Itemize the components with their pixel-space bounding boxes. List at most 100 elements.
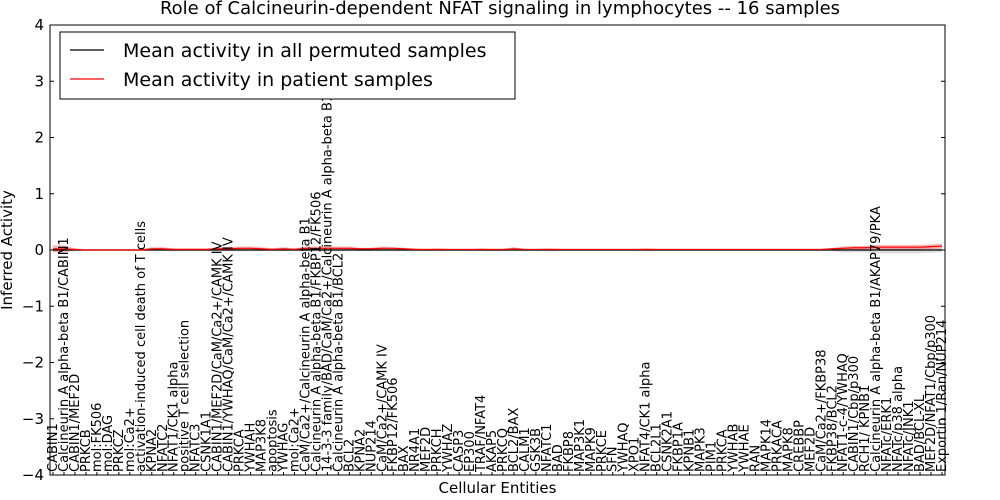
category-label: CALM1 <box>518 427 533 472</box>
category-label: MEF2D <box>419 427 434 472</box>
category-label: MAPK8 <box>781 427 796 472</box>
category-label: PRKCZ <box>112 429 127 472</box>
y-tick-label: 1 <box>34 185 44 203</box>
category-label: Exportin 1/Ran/NUP214 <box>935 320 950 472</box>
category-label: BAD <box>551 444 566 472</box>
category-label: Calcineurin A alpha-beta B1/FKBP12/FK506 <box>309 192 324 472</box>
category-label: PRKCE <box>595 430 610 472</box>
category-label: KPNB1 <box>683 429 698 472</box>
category-label: BCL2/BAX <box>507 408 522 472</box>
category-label: mol:Ca2+ <box>287 407 302 472</box>
category-label: YWHAG <box>276 423 291 473</box>
legend-label-2: Mean activity in patient samples <box>123 69 433 91</box>
category-label: MAP3K8 <box>255 419 270 472</box>
category-label: PRKCB <box>79 429 94 472</box>
category-label: CABIN1/MEF2D <box>68 374 83 472</box>
category-label: NFATC2 <box>156 424 171 472</box>
category-label: PRKCQ <box>496 428 511 472</box>
y-tick-label: −1 <box>22 297 44 315</box>
category-label: KPNA2 <box>353 429 368 472</box>
category-label: NR4A1 <box>408 428 423 472</box>
category-label: CaM/Ca2+/Calcineurin A alpha-beta B1 <box>298 217 313 472</box>
y-tick-label: 0 <box>34 241 44 259</box>
category-label: YWHAE <box>737 424 752 473</box>
category-label: mol:Ca2+ <box>123 407 138 472</box>
category-label: NFATc/ERK1 <box>880 397 895 472</box>
category-label: MAPK3 <box>694 427 709 472</box>
category-label: SFN <box>606 447 621 472</box>
category-label: MEF2D/NFAT1/Cbp/p300 <box>924 315 939 472</box>
category-label: KPNA2 <box>145 429 160 472</box>
category-label: MAP3K1 <box>573 419 588 472</box>
category-label: CSNK2A1 <box>661 411 676 472</box>
legend: Mean activity in all permuted samples Mea… <box>59 31 516 100</box>
category-label: PRKCA <box>715 429 730 472</box>
category-label: YWHAH <box>244 423 259 473</box>
category-label: FKBP8 <box>562 431 577 472</box>
category-label: XPO1 <box>628 437 643 472</box>
category-label: CASP3 <box>452 430 467 472</box>
y-tick-label: 3 <box>34 72 44 90</box>
category-label: Calcineurin A alpha-beta B1/AKAP79/PKA <box>869 206 884 472</box>
category-label: CABIN1/Cbp/p300 <box>847 356 862 472</box>
category-label: AKAP5 <box>485 430 500 472</box>
category-label: RCH1/ KPNB1 <box>858 385 873 472</box>
category-label: YWHAB <box>726 424 741 473</box>
category-label: CSNK1A1 <box>200 411 215 472</box>
category-label: PRKCH <box>430 428 445 472</box>
category-label: apoptosis <box>266 409 281 472</box>
category-label: positive T cell selection <box>178 320 193 472</box>
category-label: 14-3-3 family/BAD/CaM/Ca2+/Calcineurin A… <box>320 94 335 472</box>
category-label: NFATC3 <box>189 424 204 472</box>
category-label: MAPK9 <box>584 427 599 472</box>
category-label: EP300 <box>463 431 478 472</box>
category-label: CABIN1/YWHAQ/CaM/Ca2+/CAMK IV <box>222 237 237 472</box>
category-label: PRKACA <box>770 420 785 472</box>
category-label: PRKCA <box>233 429 248 472</box>
y-axis-label: Inferred Activity <box>0 190 16 310</box>
category-label: mol:FK506 <box>90 403 105 472</box>
category-label: MEF2D <box>803 427 818 472</box>
category-label: RAN <box>748 445 763 472</box>
category-label: CaM/Ca2+/FKBP38 <box>814 349 829 472</box>
category-label: BAD/BCL-XL <box>913 394 928 472</box>
category-label: NFAT1-c-4/YWHAQ <box>836 353 851 472</box>
category-label: CABIN1 <box>46 423 61 472</box>
category-label: TRAF/NFAT4 <box>474 395 489 473</box>
category-label: BCL2L1 <box>650 423 665 472</box>
category-label: mol:DAG <box>101 415 116 472</box>
category-label: CREBBP <box>792 420 807 472</box>
x-axis-label: Cellular Entities <box>439 479 557 497</box>
category-label: YWHAZ <box>441 424 456 473</box>
category-label: Calcineurin A alpha-beta B1/BCL2 <box>331 253 346 472</box>
category-label: NFATC1 <box>540 424 555 472</box>
category-label: GSK3B <box>529 428 544 472</box>
category-label: activation-induced cell death of T cells <box>134 221 149 472</box>
category-label: MAPK14 <box>759 419 774 472</box>
category-label: FKBP12/FK506 <box>386 377 401 472</box>
legend-label-1: Mean activity in all permuted samples <box>123 40 486 62</box>
y-tick-label: −4 <box>22 466 44 484</box>
category-label: Calcineurin A alpha-beta B1/CABIN1 <box>57 237 72 472</box>
category-label: FKBP1A <box>672 422 687 472</box>
category-label: NFATc/JNK1 <box>902 400 917 472</box>
y-tick-label: −3 <box>22 410 44 428</box>
y-tick-label: −2 <box>22 354 44 372</box>
y-tick-label: 2 <box>34 129 44 147</box>
category-label: BCL2 <box>342 439 357 472</box>
category-label: FKBP38/BCL2 <box>825 385 840 472</box>
y-tick-label: 4 <box>34 16 44 34</box>
category-label: PIM1 <box>705 441 720 472</box>
series-line-2 <box>53 245 943 251</box>
category-label: BAX <box>397 445 412 472</box>
category-label: CABIN1/MEF2D/CaM/Ca2+/CAMK IV <box>211 241 226 472</box>
category-label: NFAT1/CK1 alpha <box>167 361 182 472</box>
category-label: NFAT4/CK1 alpha <box>639 361 654 472</box>
category-label: NFATc/p38 alpha <box>891 366 906 472</box>
category-label: CaM/Ca2+/CAMK IV <box>375 344 390 472</box>
category-label: YWHAQ <box>617 423 632 473</box>
legend-box <box>59 31 516 100</box>
chart-title: Role of Calcineurin-dependent NFAT signa… <box>160 0 840 19</box>
